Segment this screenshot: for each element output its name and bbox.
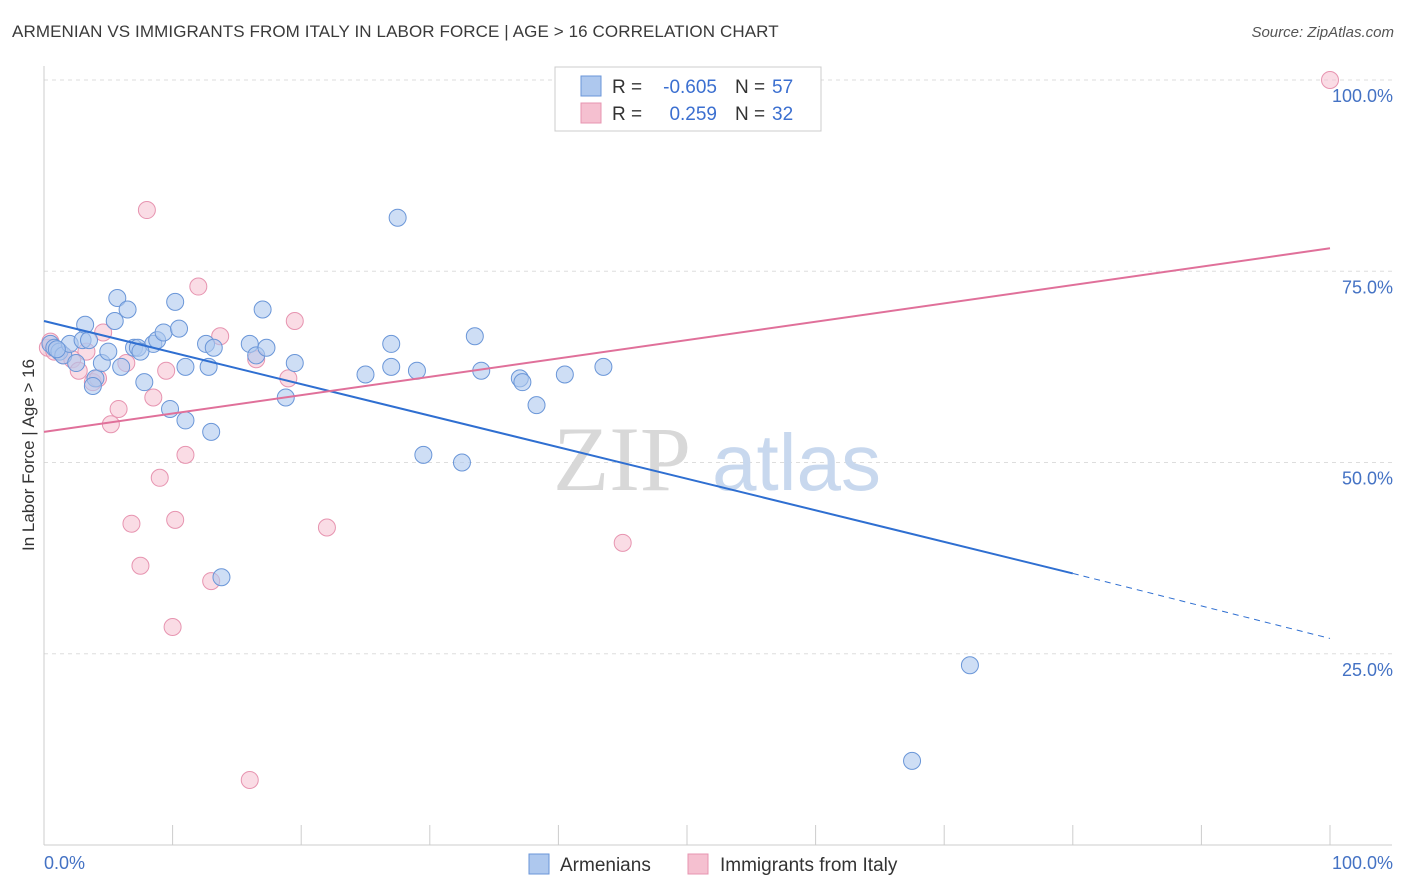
stats-legend: R = -0.605 N = 57 R = 0.259 N = 32 [554,66,822,132]
armenian-point-55 [960,656,979,675]
italy-point-30 [1321,71,1339,89]
italy-point-25 [279,369,298,388]
italy-point-20 [176,445,195,464]
armenian-point-51 [47,340,66,359]
italy-point-9 [101,415,120,434]
armenian-point-39 [382,357,401,376]
legend-n-label-2: N = [735,104,765,125]
bottom-legend-armenians: Armenians [560,855,651,876]
italy-point-13 [131,556,150,575]
legend-n-label-1: N = [735,77,765,98]
bottom-legend-italy: Immigrants from Italy [720,855,898,876]
armenian-point-34 [257,338,276,357]
italy-trend-line [43,247,1331,433]
chart-title: ARMENIAN VS IMMIGRANTS FROM ITALY IN LAB… [12,22,779,41]
armenian-point-40 [388,208,407,227]
axes [43,66,1392,846]
italy-point-28 [317,518,336,537]
armenian-point-50 [594,357,613,376]
armenian-point-41 [407,361,426,380]
y-tick-label-1: 50.0% [1342,469,1393,489]
y-axis-label: In Labor Force | Age > 16 [19,359,38,551]
watermark-zip: ZIP [553,408,691,510]
tick-labels: 25.0% 50.0% 75.0% 100.0% 0.0% 100.0% [44,86,1393,873]
armenian-point-48 [527,396,546,415]
bottom-legend-swatch-italy [687,853,709,875]
armenian-point-28 [202,422,221,441]
armenian-point-49 [555,365,574,384]
armenian-point-14 [112,357,131,376]
armenian-point-38 [382,334,401,353]
italy-point-10 [109,399,128,418]
x-tick-label-1: 100.0% [1332,853,1393,873]
italy-point-21 [189,277,208,296]
legend-r-label-2: R = [612,104,642,125]
series-legend: Armenians Immigrants from Italy [528,853,898,876]
armenian-point-54 [176,357,195,376]
armenian-point-11 [99,342,118,361]
armenian-point-36 [285,354,304,373]
armenian-point-42 [414,445,433,464]
armenian-point-37 [356,365,375,384]
italy-point-17 [157,361,176,380]
watermark: ZIP atlas [553,408,881,510]
italy-point-29 [613,533,632,552]
chart-source: Source: ZipAtlas.com [1251,24,1394,41]
armenian-point-30 [212,568,231,587]
italy-point-15 [144,388,163,407]
y-tick-label-3: 100.0% [1332,86,1393,106]
trend-lines [43,247,1331,639]
armenian-point-18 [135,373,154,392]
y-tick-label-2: 75.0% [1342,277,1393,297]
armenian-point-53 [131,342,150,361]
armenian-point-23 [166,292,185,311]
legend-swatch-italy [580,102,602,124]
armenian-point-33 [253,300,272,319]
armenian-point-47 [513,373,532,392]
armenian-point-24 [170,319,189,338]
y-tick-label-0: 25.0% [1342,660,1393,680]
armenians-trend-extension [1072,572,1331,639]
italy-point-16 [150,468,169,487]
legend-r-label-1: R = [612,77,642,98]
bottom-legend-swatch-armenians [528,853,550,875]
grid-lines [44,79,1392,655]
armenians-trend-line [43,320,1074,575]
italy-point-14 [137,201,156,220]
armenian-point-44 [465,327,484,346]
legend-n-value-2: 32 [772,104,793,125]
armenian-point-29 [204,338,223,357]
armenian-point-15 [118,300,137,319]
armenian-point-13 [108,289,127,308]
watermark-atlas: atlas [712,418,881,507]
armenian-point-5 [67,354,86,373]
armenian-point-12 [105,311,124,330]
armenian-point-52 [83,377,102,395]
armenian-point-25 [176,411,195,430]
legend-r-value-1: -0.605 [663,77,717,98]
armenian-point-56 [903,751,922,770]
x-tick-label-0: 0.0% [44,853,85,873]
armenian-point-21 [154,323,173,342]
legend-n-value-1: 57 [772,77,793,98]
legend-swatch-armenians [580,75,602,97]
italy-point-26 [285,311,304,330]
italy-point-18 [163,617,182,636]
legend-r-value-2: 0.259 [669,104,717,125]
armenian-point-43 [452,453,471,472]
italy-point-12 [122,514,141,533]
italy-point-27 [240,770,259,789]
italy-point-19 [166,510,185,529]
